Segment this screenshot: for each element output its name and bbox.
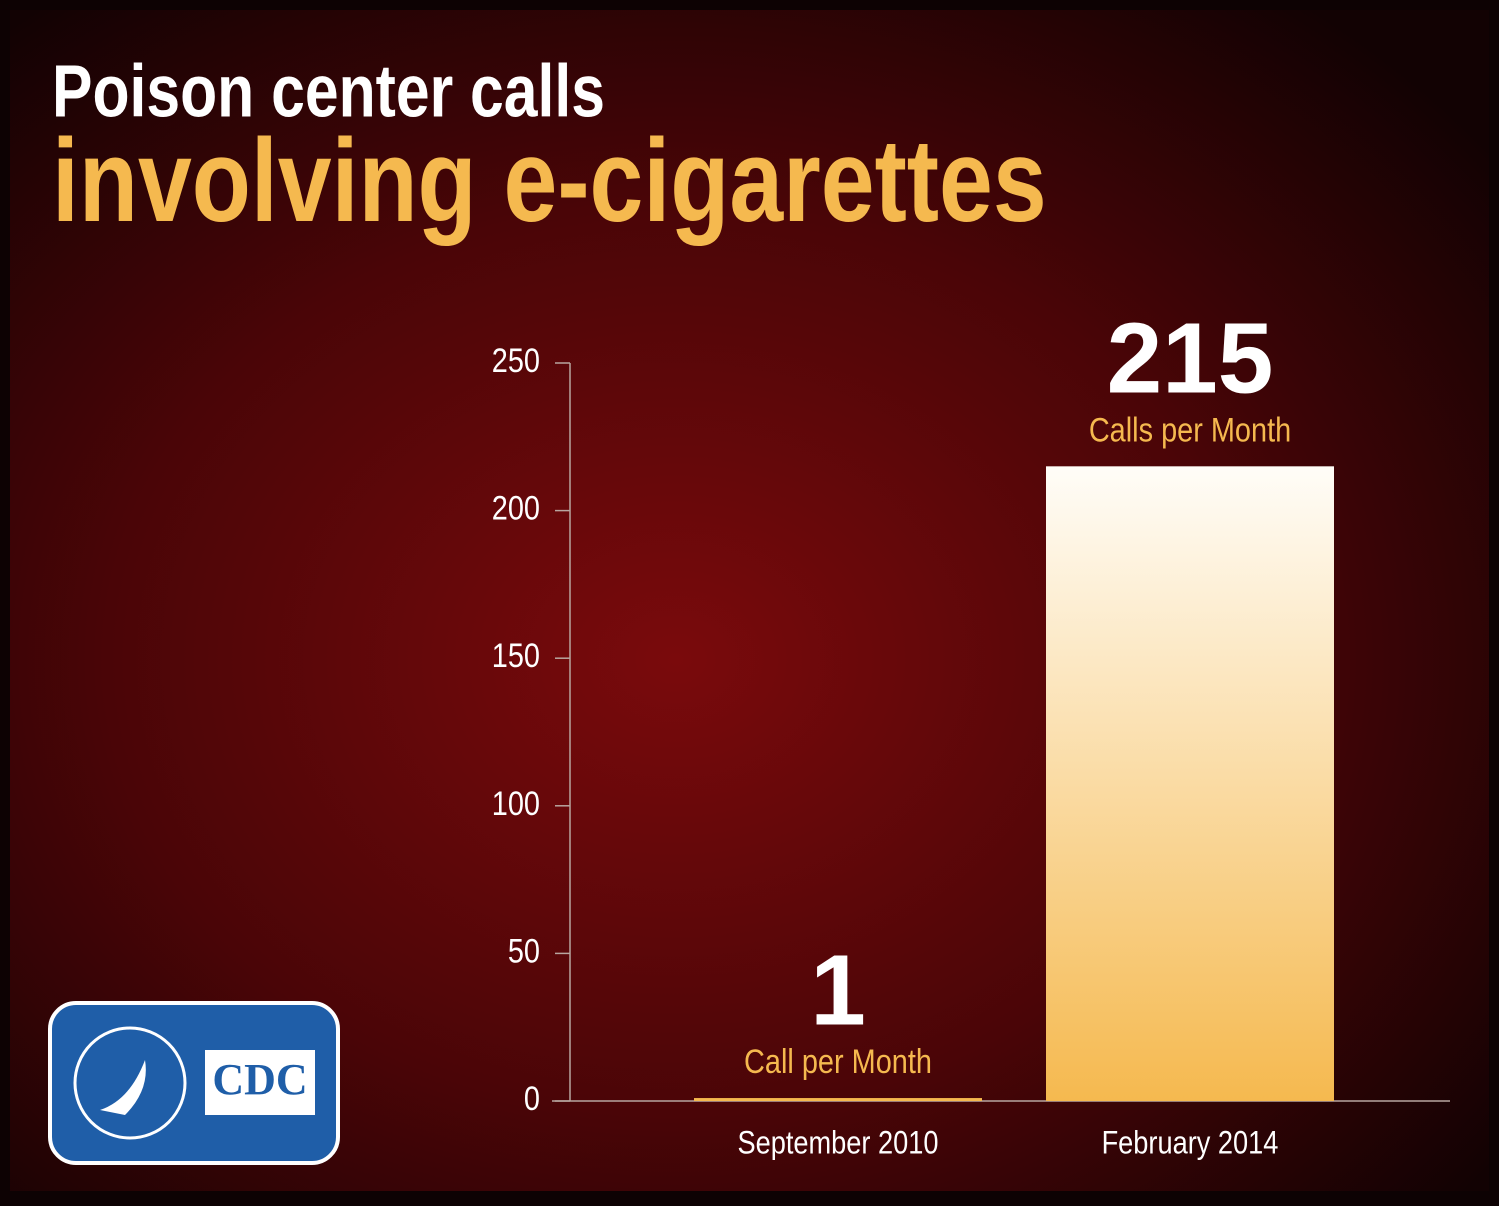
annotation: Calls per Month xyxy=(1089,410,1291,449)
value-label: 215 xyxy=(1107,303,1274,415)
logo: CDC xyxy=(50,1003,338,1163)
y-tick-label: 200 xyxy=(492,488,540,527)
bar xyxy=(1046,466,1334,1101)
subtitle: involving e-cigarettes xyxy=(52,114,1047,246)
x-tick-label: February 2014 xyxy=(1102,1125,1279,1161)
chart: Poison center calls involving e-cigarett… xyxy=(0,0,1499,1201)
y-tick-label: 0 xyxy=(524,1079,540,1118)
x-tick-label: September 2010 xyxy=(737,1125,938,1161)
y-tick-label: 250 xyxy=(492,341,540,380)
y-tick-label: 50 xyxy=(508,931,540,970)
page: Poison center calls involving e-cigarett… xyxy=(0,0,1499,1201)
y-tick-label: 100 xyxy=(492,784,540,823)
logo-text: CDC xyxy=(212,1055,307,1104)
y-tick-label: 150 xyxy=(492,636,540,675)
bar xyxy=(694,1098,982,1101)
value-label: 1 xyxy=(810,934,866,1046)
annotation: Call per Month xyxy=(744,1042,932,1081)
